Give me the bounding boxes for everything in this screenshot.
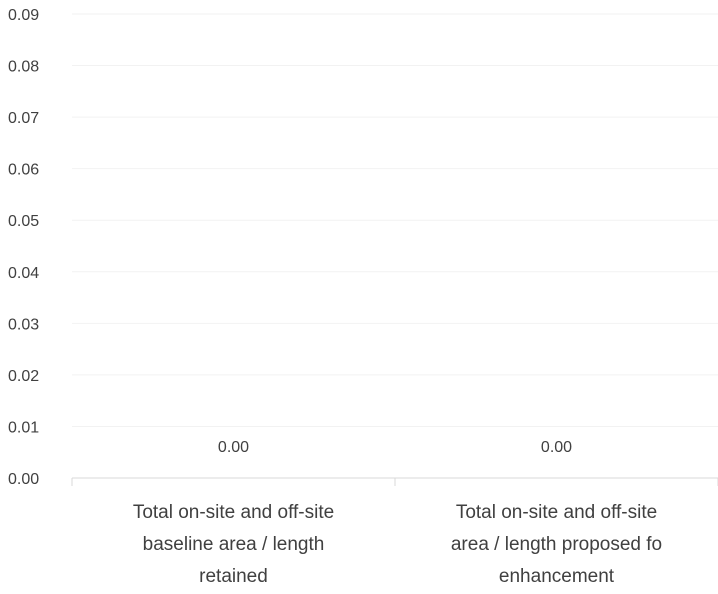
- gridlines: [72, 13, 718, 427]
- data-labels: 0.00 0.00: [218, 439, 572, 456]
- y-tick-label: 0.05: [8, 213, 39, 230]
- y-tick-label: 0.04: [8, 265, 39, 282]
- y-tick-label: 0.01: [8, 419, 39, 436]
- category-labels: Total on-site and off-site baseline area …: [133, 502, 662, 587]
- y-tick-label: 0.02: [8, 368, 39, 385]
- y-tick-label: 0.08: [8, 59, 39, 76]
- category-label: baseline area / length: [143, 534, 325, 555]
- x-axis: [71, 477, 718, 486]
- data-label: 0.00: [541, 439, 572, 456]
- y-tick-label: 0.00: [8, 471, 39, 488]
- category-label: Total on-site and off-site: [133, 502, 334, 523]
- y-axis-tick-labels: 0.00 0.01 0.02 0.03 0.04 0.05 0.06 0.07 0.08 0.09: [8, 7, 39, 488]
- category-label: Total on-site and off-site: [456, 502, 657, 523]
- category-label: area / length proposed fo: [451, 534, 662, 555]
- y-tick-label: 0.06: [8, 162, 39, 179]
- y-tick-label: 0.03: [8, 316, 39, 333]
- category-label: enhancement: [499, 566, 615, 587]
- y-tick-label: 0.07: [8, 110, 39, 127]
- data-label: 0.00: [218, 439, 249, 456]
- category-label: retained: [199, 566, 268, 587]
- y-tick-label: 0.09: [8, 7, 39, 24]
